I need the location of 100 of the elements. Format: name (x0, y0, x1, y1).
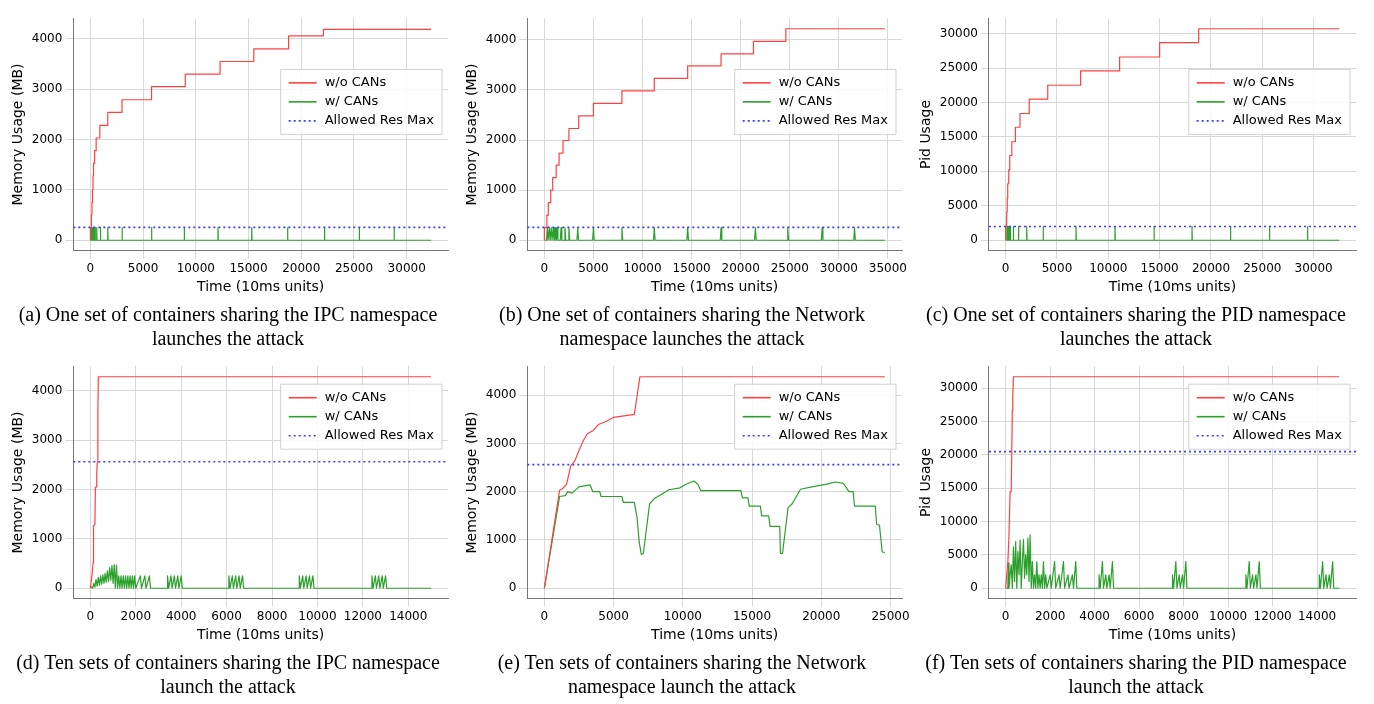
x-tick-label: 0 (1001, 609, 1010, 624)
x-tick-label: 12000 (343, 609, 382, 624)
x-tick-label: 20000 (282, 261, 321, 276)
text: (d) Ten sets of containers sharing the IPC namespace launch the attack (16, 651, 440, 698)
y-tick-label: 3000 (485, 435, 517, 450)
x-tick-label: 20000 (1191, 261, 1231, 276)
legend-label: Allowed Res Max (324, 112, 435, 128)
y-tick-label: 30000 (939, 380, 978, 395)
legend-label: w/o CANs (778, 389, 841, 405)
y-tick-label: 10000 (939, 163, 978, 178)
y-tick-label: 2000 (31, 131, 63, 146)
y-tick-label: 4000 (485, 31, 517, 46)
legend-label: w/o CANs (778, 74, 841, 90)
x-tick-label: 5000 (127, 261, 159, 276)
x-axis-title: Time (10ms units) (196, 278, 325, 295)
x-axis-title: Time (10ms units) (650, 278, 779, 295)
y-tick-label: 1000 (31, 182, 63, 197)
y-tick-label: 20000 (939, 446, 978, 461)
y-tick-label: 0 (508, 232, 517, 247)
y-tick-label: 1000 (31, 530, 63, 545)
x-tick-label: 25000 (1243, 261, 1282, 276)
y-tick-label: 3000 (31, 81, 63, 96)
y-tick-label: 20000 (939, 94, 978, 109)
legend-label: Allowed Res Max (324, 427, 435, 443)
legend-label: w/o CANs (324, 389, 387, 405)
y-tick-label: 4000 (31, 382, 63, 397)
y-tick-label: 2000 (485, 483, 517, 498)
y-tick-label: 15000 (939, 129, 978, 144)
x-tick-label: 12000 (1253, 609, 1292, 624)
legend-label: w/ CANs (1232, 408, 1287, 424)
x-tick-label: 0 (540, 609, 549, 624)
y-tick-label: 25000 (939, 413, 978, 428)
legend-label: w/ CANs (778, 408, 833, 424)
y-tick-label: 0 (54, 580, 63, 595)
x-tick-label: 35000 (868, 261, 908, 276)
y-tick-label: 4000 (31, 30, 63, 45)
legend-label: Allowed Res Max (778, 427, 889, 443)
legend-label: w/o CANs (1232, 74, 1295, 90)
text: (f) Ten sets of containers sharing the PID namespace launch the attack (925, 651, 1347, 698)
x-tick-label: 8000 (1168, 609, 1199, 624)
y-tick-label: 0 (970, 580, 978, 595)
x-tick-label: 20000 (802, 609, 841, 624)
x-tick-label: 15000 (732, 609, 772, 624)
x-tick-label: 10000 (663, 609, 702, 624)
x-tick-label: 4000 (1079, 609, 1110, 624)
x-axis-title: Time (10ms units) (650, 626, 779, 643)
x-tick-label: 10000 (176, 261, 215, 276)
y-axis-title: Memory Usage (MB) (9, 411, 26, 554)
y-axis-title: Memory Usage (MB) (9, 63, 26, 206)
x-tick-label: 2000 (1034, 609, 1066, 624)
legend-label: w/ CANs (324, 408, 379, 424)
text: (c) One set of containers sharing the PID namespace launches the attack (926, 303, 1347, 350)
x-axis-title: Time (10ms units) (196, 626, 325, 643)
legend-label: Allowed Res Max (778, 112, 889, 128)
x-tick-label: 15000 (672, 261, 711, 276)
x-tick-label: 0 (86, 609, 95, 624)
legend-label: w/o CANs (1232, 389, 1295, 405)
y-tick-label: 5000 (947, 197, 978, 212)
x-tick-label: 4000 (165, 609, 197, 624)
x-tick-label: 10000 (1089, 261, 1128, 276)
legend-label: w/ CANs (1232, 93, 1287, 109)
x-tick-label: 5000 (578, 261, 609, 276)
x-tick-label: 0 (540, 261, 549, 276)
y-axis-title: Memory Usage (MB) (463, 411, 480, 554)
x-tick-label: 10000 (298, 609, 337, 624)
x-tick-label: 10000 (623, 261, 662, 276)
y-tick-label: 25000 (939, 60, 978, 75)
x-axis-title: Time (10ms units) (1107, 626, 1237, 643)
y-tick-label: 10000 (939, 513, 978, 528)
text: (e) Ten sets of containers sharing the Network namespace launch the attack (497, 651, 867, 699)
x-tick-label: 14000 (389, 609, 428, 624)
x-tick-label: 8000 (256, 609, 288, 624)
legend-label: Allowed Res Max (1232, 427, 1343, 443)
legend-label: w/ CANs (778, 93, 833, 109)
y-tick-label: 30000 (939, 25, 978, 40)
x-axis-title: Time (10ms units) (1107, 278, 1237, 295)
y-tick-label: 0 (508, 580, 517, 595)
legend-label: w/ CANs (324, 93, 379, 109)
x-tick-label: 0 (86, 261, 95, 276)
y-tick-label: 5000 (947, 547, 978, 561)
text: (b) One set of containers sharing the Network namespace launches the attack (499, 303, 865, 351)
y-axis-title: Memory Usage (MB) (463, 63, 480, 206)
x-tick-label: 30000 (387, 261, 426, 276)
y-tick-label: 4000 (485, 387, 517, 402)
x-tick-label: 6000 (1123, 609, 1155, 624)
x-tick-label: 20000 (721, 261, 760, 276)
x-tick-label: 30000 (1294, 261, 1333, 276)
x-tick-label: 15000 (1140, 261, 1179, 276)
x-tick-label: 30000 (819, 261, 858, 276)
x-tick-label: 2000 (120, 609, 152, 624)
x-tick-label: 0 (1001, 261, 1010, 276)
y-tick-label: 2000 (485, 132, 517, 147)
y-tick-label: 15000 (939, 480, 978, 495)
y-axis-title: Pid Usage (917, 100, 934, 169)
text: (a) One set of containers sharing the IPC namespace launches the attack (18, 303, 438, 350)
x-tick-label: 25000 (770, 261, 809, 276)
x-tick-label: 25000 (334, 261, 374, 276)
legend-label: Allowed Res Max (1232, 112, 1343, 128)
y-tick-label: 3000 (31, 432, 63, 447)
x-tick-label: 25000 (871, 609, 910, 624)
